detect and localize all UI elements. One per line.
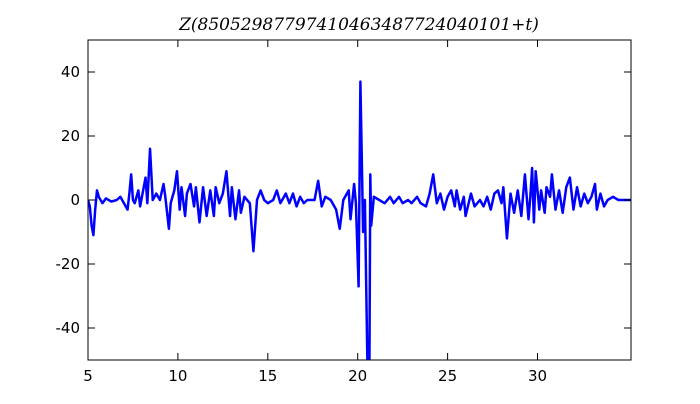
x-tick-label: 15 <box>258 367 277 385</box>
x-tick-label: 25 <box>438 367 457 385</box>
chart-title: Z(85052987797410463487724040101+t) <box>178 15 539 35</box>
x-tick-label: 30 <box>528 367 547 385</box>
x-tick-label: 20 <box>348 367 367 385</box>
y-tick-label: -20 <box>56 255 81 273</box>
y-tick-label: -40 <box>56 319 81 337</box>
x-tick-label: 5 <box>83 367 93 385</box>
data-line <box>88 80 631 360</box>
y-tick-label: 0 <box>70 191 80 209</box>
y-tick-label: 40 <box>61 63 80 81</box>
x-tick-label: 10 <box>168 367 187 385</box>
y-tick-label: 20 <box>61 127 80 145</box>
